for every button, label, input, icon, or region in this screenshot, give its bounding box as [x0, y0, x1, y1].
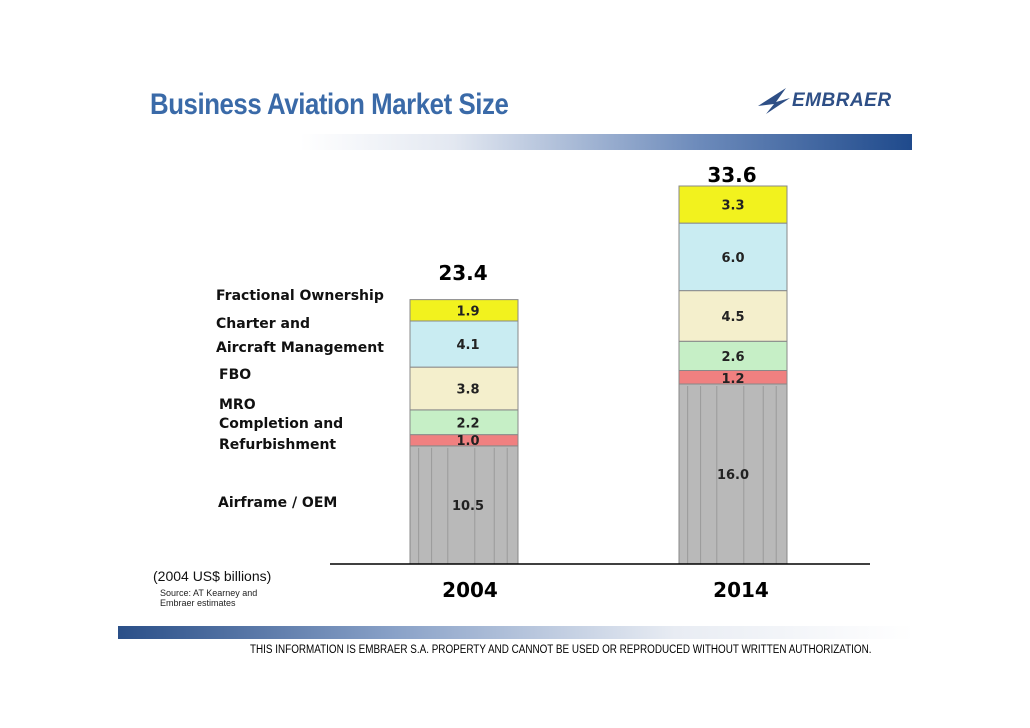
value-label-2014-5: 3.3 — [721, 199, 744, 214]
embraer-swoosh-icon — [758, 88, 790, 114]
value-label-2014-2: 2.6 — [721, 350, 744, 365]
total-label-2004: 23.4 — [438, 261, 487, 285]
legend-airframe: Airframe / OEM — [218, 495, 338, 511]
bar-segment-2014-mro — [678, 340, 788, 371]
value-label-2004-1: 1.0 — [456, 434, 479, 449]
bar-segment-2004-mro — [409, 409, 519, 436]
legend-completion-line2: Refurbishment — [219, 437, 337, 453]
legend-completion-line1: Completion and — [219, 416, 344, 432]
logo-text: EMBRAER — [792, 90, 892, 111]
header-rule — [300, 134, 912, 150]
legend-fractional: Fractional Ownership — [216, 288, 384, 304]
source-note: Source: AT Kearney and Embraer estimates — [160, 588, 257, 608]
value-label-2004-3: 3.8 — [456, 383, 479, 398]
bar-segment-2014-charter-and-aircraft-management — [678, 222, 788, 292]
page-title: Business Aviation Market Size — [150, 88, 509, 121]
footer-disclaimer: THIS INFORMATION IS EMBRAER S.A. PROPERT… — [250, 644, 872, 656]
bar-segment-2014-fractional-ownership — [678, 185, 788, 224]
bar-segment-2004-airframe-oem — [409, 445, 519, 565]
bar-segment-2004-charter-and-aircraft-management — [409, 320, 519, 368]
value-label-2004-4: 4.1 — [456, 338, 479, 353]
value-label-2004-0: 10.5 — [452, 499, 484, 514]
embraer-logo: EMBRAER — [756, 84, 896, 118]
source-line-1: Source: AT Kearney and — [160, 588, 258, 598]
legend-mro: MRO — [219, 397, 256, 413]
value-label-2014-3: 4.5 — [721, 310, 744, 325]
value-label-2014-4: 6.0 — [721, 251, 744, 266]
legend-charter-line1: Charter and — [216, 316, 310, 332]
legend-fbo: FBO — [219, 367, 252, 383]
bar-segment-2004-fbo — [409, 366, 519, 411]
value-label-2004-5: 1.9 — [456, 304, 479, 319]
category-label-2014: 2014 — [713, 578, 769, 602]
source-line-2: Embraer estimates — [160, 598, 236, 608]
units-note: (2004 US$ billions) — [153, 568, 272, 584]
footer-rule — [118, 626, 914, 639]
value-label-2014-0: 16.0 — [717, 468, 749, 483]
category-label-2004: 2004 — [442, 578, 498, 602]
legend-charter-line2: Aircraft Management — [216, 340, 384, 356]
value-label-2014-1: 1.2 — [721, 372, 744, 387]
total-label-2014: 33.6 — [707, 163, 756, 187]
bar-segment-2004-fractional-ownership — [409, 299, 519, 322]
value-label-2004-2: 2.2 — [456, 416, 479, 431]
